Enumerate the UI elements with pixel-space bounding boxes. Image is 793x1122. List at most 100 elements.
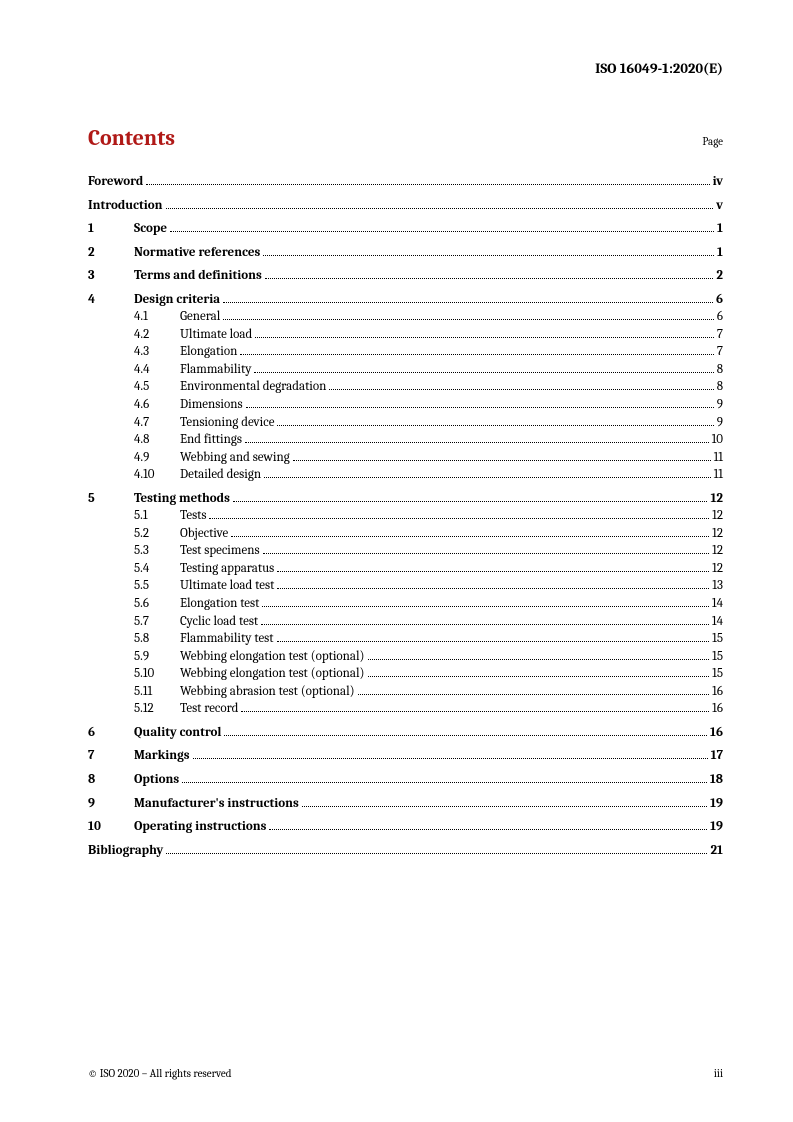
- toc-subentry[interactable]: 5.5Ultimate load test13: [88, 577, 723, 595]
- toc-page: 8: [717, 361, 723, 379]
- toc-page: 14: [712, 595, 723, 613]
- toc-entry-section-3[interactable]: 3 Terms and definitions 2: [88, 267, 723, 285]
- toc-leader: [277, 632, 710, 642]
- toc-leader: [263, 245, 714, 255]
- toc-subtitle: Webbing elongation test (optional): [180, 648, 365, 666]
- toc-subtitle: Elongation: [180, 343, 237, 361]
- toc-title: Design criteria: [134, 291, 220, 309]
- toc-page: 17: [711, 747, 723, 765]
- toc-entry-section-4[interactable]: 4 Design criteria 6: [88, 291, 723, 309]
- toc-entry-foreword[interactable]: Foreword iv: [88, 173, 723, 191]
- toc-leader: [368, 667, 710, 677]
- toc-leader: [302, 796, 707, 806]
- toc-subentry[interactable]: 4.6Dimensions9: [88, 396, 723, 414]
- toc-subentry[interactable]: 5.3Test specimens12: [88, 542, 723, 560]
- toc-subtitle: Dimensions: [180, 396, 243, 414]
- toc-page: 7: [717, 326, 723, 344]
- toc-subtitle: Ultimate load: [180, 326, 252, 344]
- toc-num: 3: [88, 267, 134, 285]
- toc-leader: [193, 749, 708, 759]
- toc-subentry[interactable]: 4.1General6: [88, 308, 723, 326]
- toc-leader: [223, 292, 713, 302]
- toc-entry-section-8[interactable]: 8 Options 18: [88, 771, 723, 789]
- toc-subentry[interactable]: 4.7Tensioning device9: [88, 414, 723, 432]
- toc-subentry[interactable]: 5.8Flammability test15: [88, 630, 723, 648]
- toc-leader: [293, 450, 711, 460]
- toc-leader: [245, 433, 709, 443]
- toc-subnum: 5.6: [134, 595, 180, 613]
- toc-leader: [254, 363, 713, 373]
- toc-subnum: 5.12: [134, 700, 180, 718]
- toc-leader: [233, 491, 708, 501]
- toc-subtitle: Environmental degradation: [180, 378, 326, 396]
- toc-page: 2: [716, 267, 723, 285]
- toc-entry-section-5[interactable]: 5 Testing methods 12: [88, 490, 723, 508]
- toc-subentry[interactable]: 5.11Webbing abrasion test (optional)16: [88, 683, 723, 701]
- toc-subtitle: Webbing elongation test (optional): [180, 665, 365, 683]
- toc-entry-section-1[interactable]: 1 Scope 1: [88, 220, 723, 238]
- toc-leader: [240, 345, 714, 355]
- toc-title: Introduction: [88, 197, 163, 215]
- toc-leader: [182, 773, 707, 783]
- footer-copyright: © ISO 2020 – All rights reserved: [88, 1067, 231, 1080]
- toc-subtitle: Testing apparatus: [180, 560, 274, 578]
- toc-subnum: 5.3: [134, 542, 180, 560]
- toc-leader: [329, 380, 713, 390]
- toc-page: 15: [712, 630, 723, 648]
- toc-leader: [277, 415, 713, 425]
- toc-subentry[interactable]: 5.10Webbing elongation test (optional)15: [88, 665, 723, 683]
- toc-subentry[interactable]: 4.4Flammability8: [88, 361, 723, 379]
- toc-subentry[interactable]: 5.2Objective12: [88, 525, 723, 543]
- toc-title: Normative references: [134, 244, 260, 262]
- toc-entry-bibliography[interactable]: Bibliography 21: [88, 842, 723, 860]
- toc-page: 12: [712, 542, 723, 560]
- toc-subentry[interactable]: 4.10Detailed design11: [88, 466, 723, 484]
- toc-subnum: 4.5: [134, 378, 180, 396]
- toc-entry-section-2[interactable]: 2 Normative references 1: [88, 244, 723, 262]
- toc-subnum: 5.1: [134, 507, 180, 525]
- toc-entry-section-9[interactable]: 9 Manufacturer's instructions 19: [88, 795, 723, 813]
- toc-subentry[interactable]: 5.4Testing apparatus12: [88, 560, 723, 578]
- toc-page: 14: [712, 613, 723, 631]
- toc-subentry[interactable]: 5.6Elongation test14: [88, 595, 723, 613]
- toc-num: 8: [88, 771, 134, 789]
- toc-entry-section-7[interactable]: 7 Markings 17: [88, 747, 723, 765]
- toc-num: 5: [88, 490, 134, 508]
- toc-subentry[interactable]: 5.1Tests12: [88, 507, 723, 525]
- toc-subentry[interactable]: 5.9Webbing elongation test (optional)15: [88, 648, 723, 666]
- toc-subentry[interactable]: 4.2Ultimate load7: [88, 326, 723, 344]
- toc-leader: [166, 843, 707, 853]
- toc-subtitle: Webbing abrasion test (optional): [180, 683, 355, 701]
- toc-subentry[interactable]: 4.3Elongation7: [88, 343, 723, 361]
- toc-subentry[interactable]: 5.7Cyclic load test14: [88, 613, 723, 631]
- toc-title: Foreword: [88, 173, 143, 191]
- toc-entry-section-10[interactable]: 10 Operating instructions 19: [88, 818, 723, 836]
- toc-page: 6: [716, 291, 723, 309]
- toc-page: v: [716, 197, 723, 215]
- toc-num: 4: [88, 291, 134, 309]
- toc-subnum: 4.4: [134, 361, 180, 379]
- footer-page-number: iii: [714, 1067, 723, 1080]
- toc-page: 12: [712, 525, 723, 543]
- toc-page: 6: [717, 308, 723, 326]
- toc-page: 15: [712, 648, 723, 666]
- toc-page: 13: [712, 577, 723, 595]
- toc-page: iv: [713, 173, 723, 191]
- toc-subentry[interactable]: 4.5Environmental degradation8: [88, 378, 723, 396]
- toc-leader: [264, 468, 710, 478]
- toc-subtitle: Tests: [180, 507, 206, 525]
- toc-subnum: 5.8: [134, 630, 180, 648]
- toc-leader: [265, 269, 714, 279]
- toc-entry-introduction[interactable]: Introduction v: [88, 197, 723, 215]
- toc-leader: [261, 614, 709, 624]
- toc-entry-section-6[interactable]: 6 Quality control 16: [88, 724, 723, 742]
- toc-page: 1: [717, 220, 723, 238]
- toc-page: 16: [710, 724, 723, 742]
- toc-title: Testing methods: [134, 490, 230, 508]
- toc-subentry[interactable]: 4.9Webbing and sewing11: [88, 449, 723, 467]
- toc-subentry[interactable]: 4.8End fittings10: [88, 431, 723, 449]
- toc-page: 19: [710, 818, 723, 836]
- toc-subentry[interactable]: 5.12Test record16: [88, 700, 723, 718]
- toc-leader: [269, 820, 707, 830]
- toc-subtitle: Test record: [180, 700, 238, 718]
